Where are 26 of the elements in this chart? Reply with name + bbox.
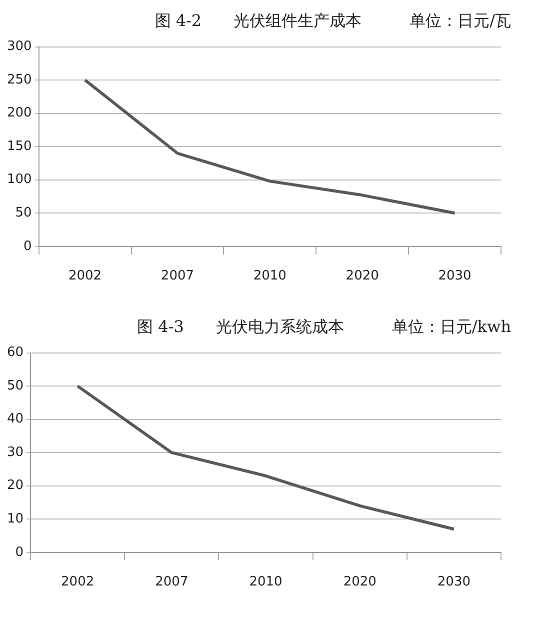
y-tick-label: 100 <box>6 172 32 188</box>
x-tick-label: 2010 <box>253 268 286 284</box>
y-tick-label: 50 <box>6 378 24 394</box>
x-tick-label: 2020 <box>343 574 376 590</box>
y-tick-label: 50 <box>15 206 32 221</box>
x-tick-label: 2010 <box>249 574 282 590</box>
x-tick-label: 2007 <box>155 574 188 590</box>
x-tick-label: 2002 <box>68 268 102 284</box>
y-tick-label: 40 <box>6 412 24 427</box>
chart-title: 图 4-3 光伏电力系统成本 单位：日元/kwh <box>136 316 512 338</box>
y-tick-label: 250 <box>6 72 32 88</box>
x-tick-label: 2030 <box>437 574 470 590</box>
y-tick-label: 10 <box>6 512 24 527</box>
x-tick-label: 2002 <box>61 574 94 590</box>
y-tick-label: 200 <box>6 106 32 121</box>
y-tick-label: 300 <box>6 39 32 54</box>
y-tick-label: 60 <box>6 345 24 360</box>
chart-title: 图 4-2 光伏组件生产成本 单位：日元/瓦 <box>154 10 512 32</box>
y-tick-label: 0 <box>15 544 24 560</box>
x-tick-label: 2007 <box>160 268 194 284</box>
y-tick-label: 30 <box>6 444 24 460</box>
x-tick-label: 2020 <box>346 268 379 284</box>
y-tick-label: 150 <box>6 138 32 154</box>
y-tick-label: 0 <box>24 238 32 254</box>
y-tick-label: 20 <box>6 478 24 494</box>
x-tick-label: 2030 <box>438 268 472 284</box>
